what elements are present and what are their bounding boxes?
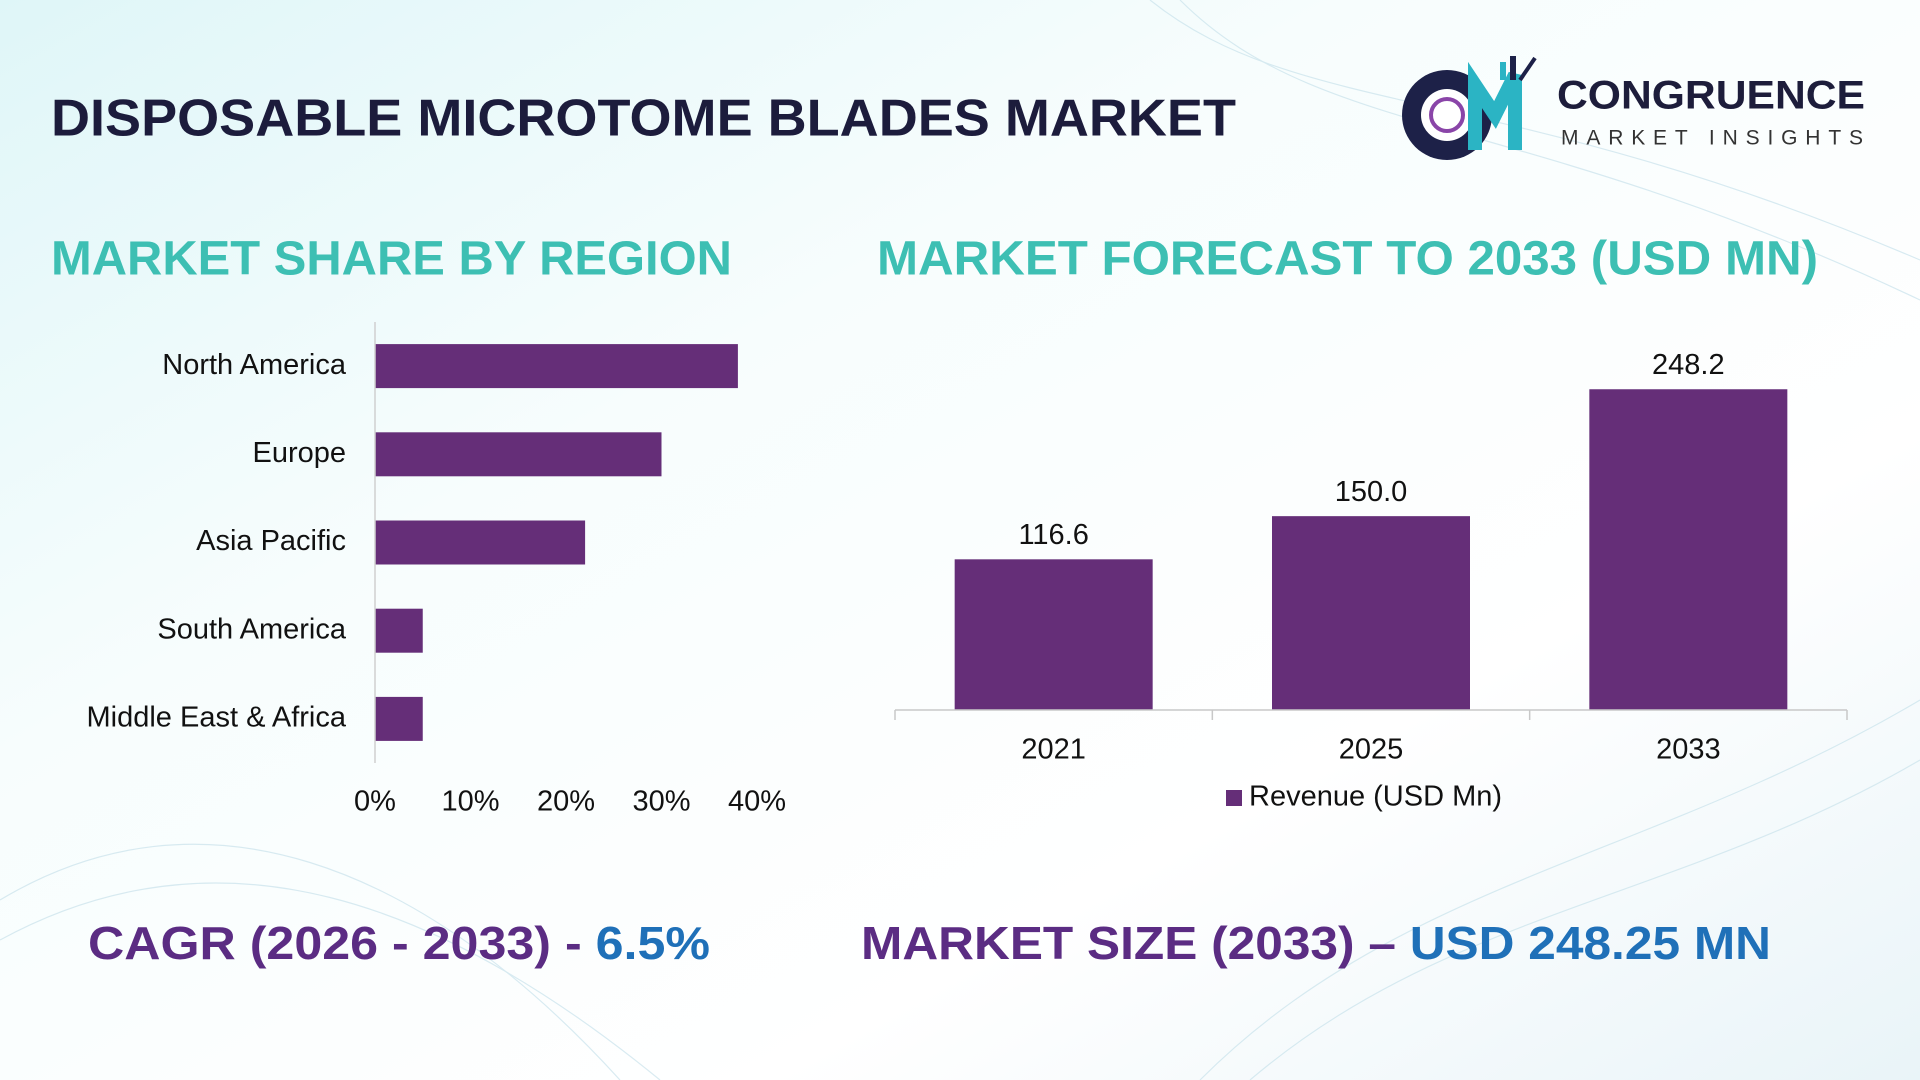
bar bbox=[375, 608, 423, 653]
x-tick-label: 20% bbox=[537, 786, 595, 818]
category-label: Middle East & Africa bbox=[87, 702, 347, 734]
chart-title: MARKET FORECAST TO 2033 (USD MN) bbox=[877, 233, 1818, 286]
data-label: 116.6 bbox=[1018, 519, 1088, 551]
cagr-text: CAGR (2026 - 2033) - 6.5% bbox=[88, 917, 710, 969]
bar bbox=[954, 559, 1153, 710]
data-label: 248.2 bbox=[1652, 349, 1725, 381]
bar bbox=[1589, 389, 1788, 710]
x-tick-label: 2033 bbox=[1656, 734, 1721, 766]
logo-icon bbox=[1402, 56, 1537, 160]
size-label: MARKET SIZE (2033) – bbox=[861, 917, 1410, 969]
bar bbox=[375, 432, 662, 477]
data-label: 150.0 bbox=[1335, 476, 1408, 508]
logo-tagline: MARKET INSIGHTS bbox=[1561, 127, 1863, 150]
bar bbox=[375, 696, 423, 741]
page-title: DISPOSABLE MICROTOME BLADES MARKET bbox=[51, 90, 1236, 148]
chart-title: MARKET SHARE BY REGION bbox=[51, 233, 732, 286]
bar bbox=[375, 520, 586, 565]
bar bbox=[1272, 516, 1470, 710]
x-tick-label: 2025 bbox=[1339, 734, 1404, 766]
cagr-value: 6.5% bbox=[596, 917, 710, 969]
category-label: North America bbox=[162, 349, 347, 381]
cagr-label: CAGR (2026 - 2033) - bbox=[88, 917, 596, 969]
category-label: Europe bbox=[252, 437, 346, 469]
legend-swatch bbox=[1226, 790, 1242, 806]
size-value: USD 248.25 MN bbox=[1410, 917, 1771, 969]
logo-name: CONGRUENCE bbox=[1557, 74, 1865, 118]
bar bbox=[375, 344, 738, 389]
market-size-text: MARKET SIZE (2033) – USD 248.25 MN bbox=[861, 917, 1771, 969]
x-tick-label: 2021 bbox=[1021, 734, 1086, 766]
x-tick-label: 40% bbox=[728, 786, 786, 818]
x-tick-label: 10% bbox=[441, 786, 499, 818]
x-tick-label: 0% bbox=[354, 786, 396, 818]
category-label: Asia Pacific bbox=[196, 525, 346, 557]
category-label: South America bbox=[157, 613, 346, 645]
x-tick-label: 30% bbox=[632, 786, 690, 818]
legend-label: Revenue (USD Mn) bbox=[1249, 781, 1502, 813]
